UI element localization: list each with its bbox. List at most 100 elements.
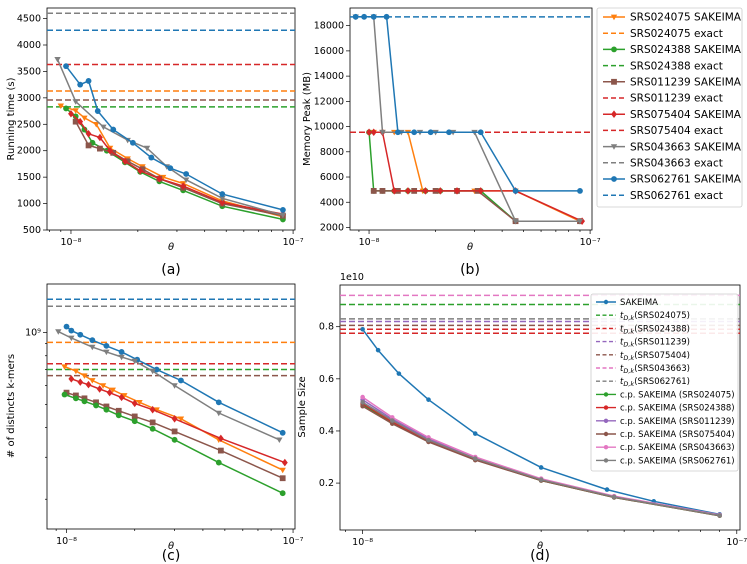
legend-swatch-marker (610, 14, 618, 21)
panel-c-data-point (118, 393, 125, 402)
panel-c-data-point (149, 368, 156, 375)
panel-b-y-tick-label: 10000 (314, 122, 344, 133)
panel-c-caption: (c) (162, 548, 181, 564)
panel-a-data-point (129, 139, 136, 146)
panel-a-data-point (167, 165, 174, 172)
panel-c-data-point (153, 366, 160, 373)
panel-a-data-point (148, 154, 155, 161)
panel-d-data-point (472, 456, 478, 461)
panel-b-data-point (576, 218, 584, 225)
panel-a-y-tick-label: 1000 (17, 199, 41, 210)
legend-d-label: c.p. SAKEIMA (SRS024388) (620, 404, 735, 414)
panel-d-data-point (360, 394, 365, 400)
panel-b-data-point (370, 187, 377, 194)
panel-a-data-point (182, 177, 190, 183)
legend-panel-d: SAKEIMA tD,k(SRS024075) tD,k(SRS024388) tD,… (590, 293, 739, 472)
panel-b-y-tick-label: 2000 (320, 222, 344, 233)
panel-c-data-point (115, 412, 122, 419)
panel-c-data-point (279, 467, 286, 474)
panel-d-ylabel: Sample Size (297, 376, 308, 437)
panel-a-axes-frame (46, 7, 296, 231)
panel-c-data-point (93, 402, 99, 409)
panel-c-data-point (131, 358, 138, 365)
panel-c-data-point (217, 447, 224, 454)
panel-c-data-point (215, 399, 222, 406)
panel-d-sample-size: 10⁻⁸ 10⁻⁷0.20.40.60.8 1e10 θ Sample Size … (297, 272, 747, 564)
panel-b-data-point (446, 129, 452, 136)
panel-a-y-tick-label: 3500 (17, 66, 41, 77)
panel-c-data-point (63, 323, 70, 330)
panel-c-data-point (72, 368, 80, 375)
legend-label: SRS075404 exact (630, 125, 723, 137)
panel-b-data-point (437, 187, 444, 195)
panel-c-data-point (81, 373, 88, 379)
panel-a-xlabel: θ (168, 242, 174, 253)
panel-a-y-tick-label: 2500 (17, 119, 41, 130)
panel-d-data-point (426, 437, 431, 443)
panel-a-data-point (280, 207, 286, 213)
panel-c-data-point (96, 385, 103, 393)
panel-c-data-point (171, 415, 178, 423)
panel-a-data-point (137, 167, 144, 175)
panel-d-axes-frame (339, 284, 741, 531)
panel-b-data-point (383, 13, 390, 20)
panel-a-y-tick-label: 3000 (17, 93, 41, 104)
panel-d-data-point (538, 477, 544, 482)
legend-label: SRS075404 SAKEIMA (630, 109, 742, 121)
panel-c-data-point (115, 407, 122, 414)
panel-a-data-point (156, 174, 163, 183)
panel-b-x-tick-label: 10⁻⁸ (359, 237, 380, 248)
panel-a-series-line (75, 121, 284, 217)
panel-b-data-point (391, 187, 398, 195)
panel-a-data-point (124, 137, 131, 144)
panel-a-data-point (72, 118, 79, 125)
panel-c-y-tick-label: 10⁹ (25, 328, 41, 339)
panel-d-data-point (396, 371, 402, 376)
panel-c-data-point (281, 458, 288, 467)
panel-a-data-point (85, 78, 92, 84)
legend-d-swatch-marker (603, 299, 609, 305)
legend-panels-a-b: SRS024075 SAKEIMA SRS024075 exact SRS02438… (596, 7, 743, 208)
legend-d-label: tD,k(SRS024388) (620, 324, 690, 335)
panel-c-data-point (103, 342, 110, 349)
panel-a-data-point (219, 198, 226, 207)
panel-c-data-point (136, 400, 143, 406)
legend-label: SRS011239 exact (630, 93, 723, 105)
panel-c-data-point (89, 378, 96, 384)
panel-a-data-point (183, 171, 190, 177)
panel-c-data-point (149, 419, 156, 426)
panel-a-data-point (180, 182, 187, 190)
panel-b-ylabel: Memory Peak (MB) (302, 72, 313, 166)
panel-d-data-point (360, 403, 365, 409)
panel-a-data-point (85, 142, 92, 149)
panel-b-data-point (577, 187, 583, 194)
panel-b-data-point (379, 129, 386, 136)
panel-c-series-line (57, 330, 280, 441)
panel-b-caption: (b) (460, 262, 480, 278)
panel-c-series-line (64, 393, 284, 494)
panel-b-data-point (477, 129, 484, 136)
legend-d-label: SAKEIMA (620, 298, 658, 308)
panel-d-y-tick-label: 0.2 (319, 478, 334, 489)
panel-b-y-tick-label: 12000 (314, 96, 344, 107)
panel-d-xlabel: θ (537, 541, 543, 552)
panel-b-y-tick-label: 16000 (314, 46, 344, 57)
legend-d-frame (590, 293, 739, 472)
panel-b-data-point (405, 187, 411, 195)
legend-d-label: c.p. SAKEIMA (SRS043663) (620, 443, 735, 453)
panel-b-series-line (373, 131, 581, 222)
panel-a-data-point (94, 108, 101, 114)
panel-c-data-point (85, 380, 92, 389)
legend-swatch-marker (611, 78, 617, 85)
panel-d-data-point (375, 347, 381, 353)
panel-d-data-point (717, 513, 722, 518)
legend-d-label: tD,k(SRS043663) (620, 364, 690, 375)
panel-c-data-point (215, 459, 222, 466)
legend-d-swatch-marker (603, 405, 609, 410)
panel-c-data-point (99, 383, 107, 389)
panel-c-data-point (121, 393, 128, 399)
panel-d-y-tick-label: 0.6 (319, 374, 334, 385)
panel-b-axes-frame (349, 7, 593, 231)
legend-d-swatch-marker (603, 445, 609, 450)
